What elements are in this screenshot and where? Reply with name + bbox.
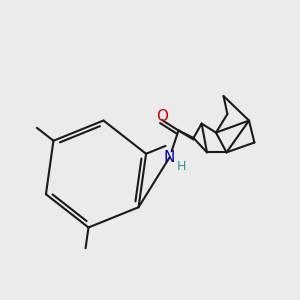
Text: O: O <box>156 109 168 124</box>
Text: N: N <box>164 150 175 165</box>
Text: H: H <box>177 160 186 173</box>
